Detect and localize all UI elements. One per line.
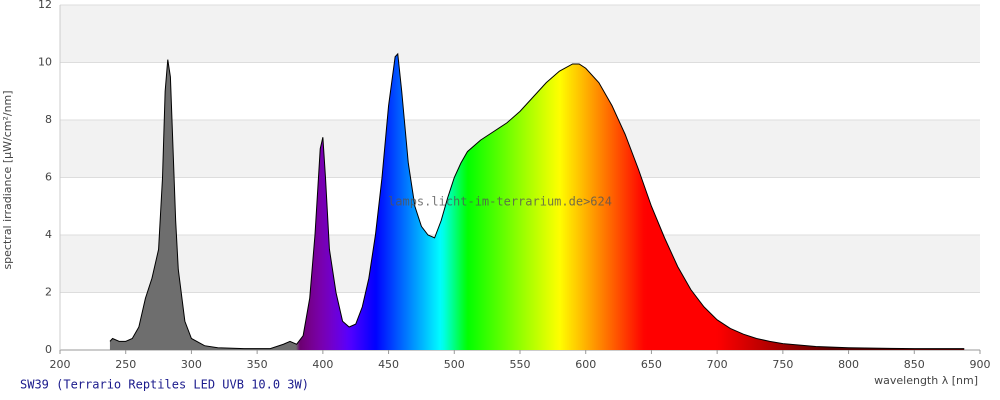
y-tick-label: 0 [45,343,52,356]
x-tick-label: 400 [312,358,333,371]
watermark: lamps.licht-im-terrarium.de>624 [388,195,612,209]
x-tick-label: 200 [50,358,71,371]
x-tick-label: 750 [772,358,793,371]
grid-band [60,5,980,63]
y-tick-label: 4 [45,228,52,241]
x-axis-label: wavelength λ [nm] [874,374,978,387]
chart-title: SW39 (Terrario Reptiles LED UVB 10.0 3W) [20,378,309,392]
spectrum-area [109,53,965,350]
y-tick-label: 2 [45,286,52,299]
x-tick-label: 550 [510,358,531,371]
x-tick-label: 300 [181,358,202,371]
y-tick-label: 6 [45,171,52,184]
x-tick-label: 450 [378,358,399,371]
y-axis-label: spectral irradiance [µW/cm²/nm] [1,90,14,269]
x-tick-label: 850 [904,358,925,371]
x-tick-label: 600 [575,358,596,371]
x-tick-label: 250 [115,358,136,371]
x-tick-label: 800 [838,358,859,371]
y-tick-label: 10 [38,56,52,69]
spectrum-line [109,52,965,350]
x-tick-label: 650 [641,358,662,371]
x-tick-label: 350 [247,358,268,371]
y-tick-label: 12 [38,0,52,11]
y-tick-label: 8 [45,113,52,126]
x-tick-label: 500 [444,358,465,371]
grid-band [60,62,980,120]
x-tick-label: 700 [707,358,728,371]
x-tick-label: 900 [970,358,991,371]
